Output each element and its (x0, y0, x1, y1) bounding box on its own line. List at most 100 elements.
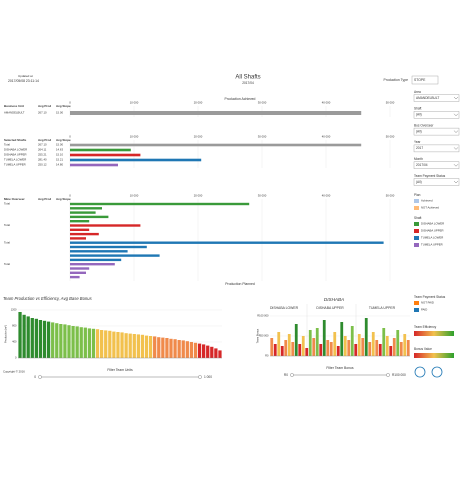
bar (312, 338, 316, 356)
y-axis-label: Team Bonus (256, 328, 260, 343)
bar (322, 320, 326, 356)
x-tick-label: 30 000 (258, 101, 267, 105)
bar (301, 336, 305, 356)
bar (42, 320, 47, 358)
filter-select[interactable] (413, 111, 460, 119)
group-heading: DISHABA LOWER (270, 306, 299, 310)
slider-handle[interactable] (386, 373, 390, 377)
filter-value: (All) (416, 180, 422, 184)
bar (70, 143, 362, 147)
filter-select[interactable] (413, 178, 460, 186)
bar (70, 245, 147, 249)
bar (83, 327, 87, 358)
bar (70, 267, 90, 270)
bar (298, 344, 302, 356)
bar (70, 202, 250, 206)
bar (70, 237, 86, 240)
x-tick-label: 50 000 (386, 135, 395, 139)
bar (108, 330, 112, 358)
legend-swatch (414, 229, 419, 233)
dropdown-arrow (453, 164, 459, 167)
column-header: Business Unit (4, 104, 24, 108)
legend-swatch (414, 206, 419, 210)
bar (202, 344, 206, 358)
slider-handle[interactable] (290, 373, 294, 377)
bar (361, 338, 365, 356)
x-tick-label: 0 (69, 135, 71, 139)
row-value: 267.10 (38, 111, 47, 115)
filter-select[interactable] (413, 144, 460, 153)
slider-label: Filter Team Bonus (326, 366, 354, 370)
filter-select[interactable] (413, 127, 460, 136)
slider-min: 0 (34, 375, 36, 379)
round-button[interactable] (414, 366, 426, 378)
bar (308, 330, 312, 356)
bar (206, 345, 210, 358)
legend-swatch (414, 236, 419, 240)
bar (148, 336, 153, 358)
x-tick-label: 40 000 (322, 101, 331, 105)
bar (340, 322, 344, 356)
row-value: 264.11 (38, 148, 47, 152)
row-label: TUMELA UPPER (4, 163, 26, 167)
bar (214, 348, 218, 358)
x-tick-label: 0 (69, 101, 71, 105)
x-tick-label: 10 000 (130, 194, 139, 198)
filter-select[interactable] (413, 94, 460, 102)
bar (70, 258, 122, 262)
bar (70, 163, 118, 167)
legend-swatch (414, 301, 419, 305)
legend-label: TUMELA UPPER (421, 243, 443, 247)
slider-min: R0 (284, 373, 288, 377)
column-header: Avg Stope (56, 104, 71, 108)
bar (354, 344, 358, 356)
production-type-select[interactable] (411, 75, 439, 85)
chart-title: DISHABA (324, 297, 344, 302)
bar (100, 330, 104, 358)
bar (218, 350, 222, 358)
bar (140, 334, 145, 358)
row-value: 267.10 (38, 143, 47, 147)
legend-swatch (414, 243, 419, 247)
row-value: 15.00 (56, 111, 63, 115)
bar (403, 334, 407, 356)
bar (165, 338, 169, 358)
x-tick-label: 30 000 (258, 135, 267, 139)
bar (389, 346, 393, 356)
legend-label: NOT Achieved (421, 206, 439, 210)
legend-label: NOT PAID (421, 301, 434, 305)
updated-value: 2017/05/08 23:11:14 (8, 79, 39, 83)
dropdown-arrow (453, 147, 459, 150)
bar (169, 338, 173, 358)
bar (71, 326, 75, 358)
column-header: Avg Prod (38, 104, 51, 108)
slider-handle[interactable] (198, 375, 202, 379)
legend-label: DISHABA LOWER (421, 222, 444, 226)
chart-title: Production Planned (225, 282, 255, 286)
round-button[interactable] (431, 366, 443, 378)
y-tick-label: R0 (265, 354, 269, 358)
bar (197, 343, 202, 358)
row-label: Total (4, 262, 10, 266)
x-tick-label: 40 000 (322, 194, 331, 198)
title: All Shafts (235, 75, 260, 81)
bar (277, 332, 281, 356)
row-label: Total (4, 240, 10, 244)
updated-label: Updated at (18, 74, 33, 78)
bar (144, 335, 149, 358)
legend-label: TUMELA LOWER (421, 236, 443, 240)
filter-select[interactable] (413, 161, 460, 169)
bar (116, 332, 120, 358)
legend-title: Shaft (414, 216, 422, 220)
bar (70, 224, 141, 227)
chart-title: Team Production vs Efficiency, Avg Base … (3, 296, 93, 301)
production-type-label: Production Type (384, 78, 409, 82)
slider-max: R100 000 (392, 373, 406, 377)
bar (112, 331, 116, 358)
slider-max: 1 000 (204, 375, 212, 379)
scale-title: Bonus Value (414, 347, 432, 351)
bar (375, 340, 379, 356)
filter-value: 2017/04 (416, 163, 428, 167)
bar (87, 328, 92, 358)
slider-handle[interactable] (38, 375, 42, 379)
